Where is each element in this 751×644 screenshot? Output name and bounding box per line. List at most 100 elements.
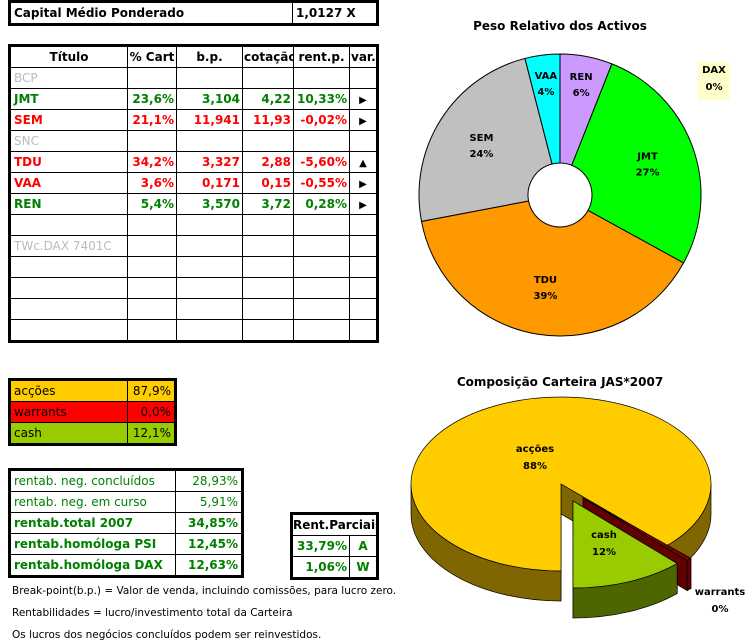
cell-pct — [127, 319, 177, 341]
cell-titulo: SNC — [10, 130, 128, 152]
cell-bp — [176, 235, 243, 257]
slice-label: cash — [591, 530, 617, 541]
cell-titulo — [10, 256, 128, 278]
allocation-value: 0,0% — [127, 401, 175, 423]
returns-label: rentab.homóloga DAX — [10, 554, 176, 576]
slice-label: REN — [570, 72, 593, 83]
col-titulo: Título — [10, 46, 128, 68]
allocation-row: cash 12,1% — [10, 422, 175, 444]
slice-value: 4% — [537, 87, 554, 98]
slice-label: JMT — [636, 151, 658, 162]
returns-table: rentab. neg. concluídos 28,93% rentab. neg… — [8, 468, 244, 578]
slice-value: 27% — [636, 167, 660, 178]
col-cotacao: cotação — [242, 46, 294, 68]
cell-rent — [293, 214, 350, 236]
slice-cash — [572, 500, 678, 619]
donut-chart: REN 6% JMT 27% TDU 39% SEM 24% VAA 4% — [418, 53, 702, 337]
cell-titulo: VAA — [10, 172, 128, 194]
returns-label: rentab. neg. em curso — [10, 491, 176, 513]
cell-var — [349, 214, 377, 236]
legend-label: DAX — [702, 65, 726, 76]
cell-titulo — [10, 214, 128, 236]
returns-value: 5,91% — [175, 491, 242, 513]
cell-var — [349, 298, 377, 320]
pie3d-chart: acções 88% cash 12% warrants 0% — [410, 396, 745, 619]
cell-titulo: BCP — [10, 67, 128, 89]
cell-cot — [242, 319, 294, 341]
table-row: REN 5,4% 3,570 3,72 0,28% ▶ — [10, 193, 377, 215]
cell-pct: 34,2% — [127, 151, 177, 173]
slice-tdu — [420, 200, 685, 337]
returns-row: rentab. neg. em curso 5,91% — [10, 491, 242, 513]
var-arrow-right-icon: ▶ — [349, 193, 377, 215]
col-var: var. — [349, 46, 377, 68]
table-row — [10, 298, 377, 320]
cell-cot — [242, 277, 294, 299]
cell-bp — [176, 214, 243, 236]
cell-cot: 3,72 — [242, 193, 294, 215]
cell-titulo: TWc.DAX 7401C — [10, 235, 128, 257]
cell-bp: 3,570 — [176, 193, 243, 215]
cell-bp: 11,941 — [176, 109, 243, 131]
cell-rent — [293, 277, 350, 299]
returns-value: 34,85% — [175, 512, 242, 534]
var-arrow-right-icon: ▶ — [349, 88, 377, 110]
slice-value: 24% — [469, 149, 493, 160]
pie3d-title: Composição Carteira JAS*2007 — [456, 375, 664, 389]
donut-title: Peso Relativo dos Activos — [473, 19, 647, 33]
cell-cot — [242, 298, 294, 320]
cell-pct: 23,6% — [127, 88, 177, 110]
cell-bp — [176, 319, 243, 341]
partial-value: 33,79% — [292, 535, 350, 557]
cell-cot — [242, 214, 294, 236]
cell-pct — [127, 67, 177, 89]
cell-rent: -0,02% — [293, 109, 350, 131]
returns-value: 28,93% — [175, 470, 242, 492]
cell-var — [349, 277, 377, 299]
cell-cot — [242, 130, 294, 152]
cell-bp: 3,104 — [176, 88, 243, 110]
col-rent: rent.p. — [293, 46, 350, 68]
cell-bp — [176, 130, 243, 152]
returns-row: rentab.homóloga DAX 12,63% — [10, 554, 242, 576]
table-row: SNC — [10, 130, 377, 152]
cell-pct: 21,1% — [127, 109, 177, 131]
donut-legend: DAX 0% — [698, 62, 730, 100]
cell-pct — [127, 277, 177, 299]
slice-value: 88% — [523, 461, 547, 472]
cell-pct: 3,6% — [127, 172, 177, 194]
cell-bp: 3,327 — [176, 151, 243, 173]
table-row — [10, 256, 377, 278]
allocation-label: warrants — [10, 401, 128, 423]
cell-bp — [176, 67, 243, 89]
slice-jmt — [571, 63, 702, 264]
allocation-label: cash — [10, 422, 128, 444]
legend-value: 0% — [705, 82, 723, 93]
slice-label: TDU — [534, 275, 557, 286]
cell-titulo — [10, 277, 128, 299]
table-row — [10, 214, 377, 236]
cell-titulo — [10, 298, 128, 320]
cell-pct — [127, 298, 177, 320]
cell-rent — [293, 130, 350, 152]
slice-label: acções — [516, 444, 554, 455]
cell-var — [349, 130, 377, 152]
returns-row: rentab.total 2007 34,85% — [10, 512, 242, 534]
var-arrow-right-icon: ▶ — [349, 172, 377, 194]
cell-rent — [293, 298, 350, 320]
col-bp: b.p. — [176, 46, 243, 68]
returns-label: rentab. neg. concluídos — [10, 470, 176, 492]
partial-returns-table: Rent.Parciais 33,79% A 1,06% W — [290, 512, 379, 580]
cell-rent: 0,28% — [293, 193, 350, 215]
partial-row: 33,79% A — [292, 535, 377, 557]
cell-rent — [293, 235, 350, 257]
cell-var — [349, 67, 377, 89]
cell-rent: -5,60% — [293, 151, 350, 173]
capital-label: Capital Médio Ponderado — [10, 2, 293, 24]
note-breakpoint: Break-point(b.p.) = Valor de venda, incl… — [12, 585, 397, 597]
cell-titulo: JMT — [10, 88, 128, 110]
cell-titulo: TDU — [10, 151, 128, 173]
slice-value: 0% — [712, 604, 729, 615]
slice-label: warrants — [695, 587, 745, 598]
slice-vaa — [524, 53, 561, 165]
